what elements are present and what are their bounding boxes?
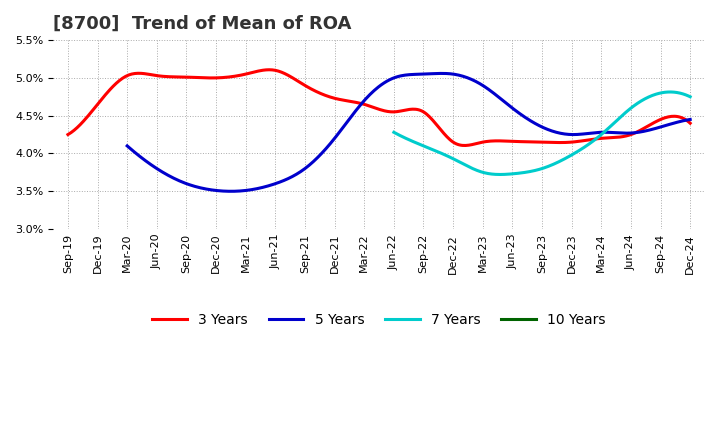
5 Years: [191, 184, 199, 189]
7 Years: [496, 172, 505, 177]
5 Years: [123, 143, 132, 149]
5 Years: [438, 71, 446, 76]
Line: 7 Years: 7 Years: [394, 92, 690, 175]
3 Years: [516, 139, 524, 144]
3 Years: [519, 139, 528, 144]
7 Years: [508, 171, 516, 176]
7 Years: [666, 89, 675, 95]
Line: 5 Years: 5 Years: [127, 73, 690, 191]
3 Years: [265, 67, 274, 73]
7 Years: [426, 146, 434, 151]
7 Years: [577, 147, 585, 152]
3 Years: [686, 121, 695, 126]
7 Years: [390, 130, 398, 135]
7 Years: [686, 94, 695, 99]
5 Years: [307, 160, 316, 165]
5 Years: [480, 84, 488, 89]
3 Years: [456, 143, 465, 148]
5 Years: [532, 121, 541, 127]
3 Years: [268, 67, 276, 73]
3 Years: [312, 89, 320, 94]
5 Years: [686, 117, 695, 122]
3 Years: [138, 71, 147, 76]
Line: 3 Years: 3 Years: [68, 70, 690, 146]
3 Years: [63, 132, 72, 137]
Text: [8700]  Trend of Mean of ROA: [8700] Trend of Mean of ROA: [53, 15, 351, 33]
7 Years: [604, 125, 613, 131]
Legend: 3 Years, 5 Years, 7 Years, 10 Years: 3 Years, 5 Years, 7 Years, 10 Years: [147, 308, 611, 333]
7 Years: [606, 124, 614, 129]
7 Years: [486, 171, 495, 176]
5 Years: [228, 189, 236, 194]
5 Years: [535, 123, 544, 128]
5 Years: [347, 114, 356, 119]
3 Years: [460, 143, 469, 148]
